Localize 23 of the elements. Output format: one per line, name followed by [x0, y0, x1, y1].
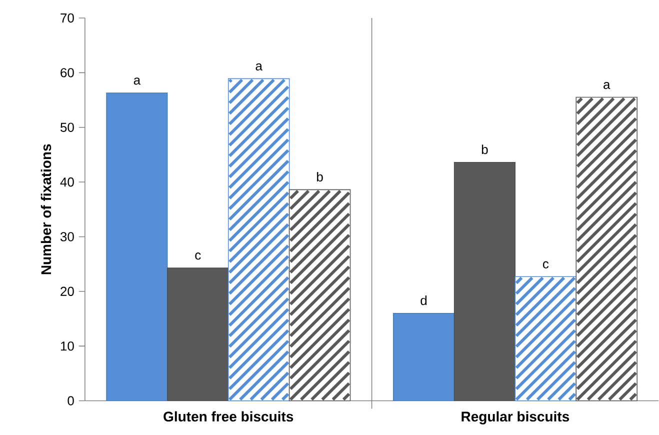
annotation: a	[256, 63, 262, 71]
y-tick-label: 20	[60, 286, 74, 296]
y-tick-label: 0	[68, 396, 74, 406]
x-tick-label: Regular biscuits	[462, 411, 570, 425]
annotation: b	[317, 172, 323, 182]
bar	[454, 162, 516, 402]
annotation: d	[420, 296, 427, 306]
annotation: c	[542, 261, 549, 269]
y-tick-label: 40	[60, 178, 74, 187]
y-tick-label: 30	[60, 232, 74, 242]
y-tick-label: 10	[60, 342, 74, 351]
bar	[106, 92, 168, 402]
annotation: a	[134, 78, 141, 85]
y-tick-label: 60	[60, 68, 74, 78]
y-tick-label: 70	[60, 14, 74, 23]
annotation: c	[195, 252, 201, 260]
x-tick-label: Gluten free biscuits	[164, 411, 294, 422]
y-tick-label: 50	[60, 122, 74, 132]
bar	[167, 268, 229, 402]
annotation: b	[482, 144, 488, 154]
annotation: a	[604, 82, 610, 90]
bar	[392, 313, 455, 402]
y-axis-title: Number of fixations	[40, 144, 52, 274]
